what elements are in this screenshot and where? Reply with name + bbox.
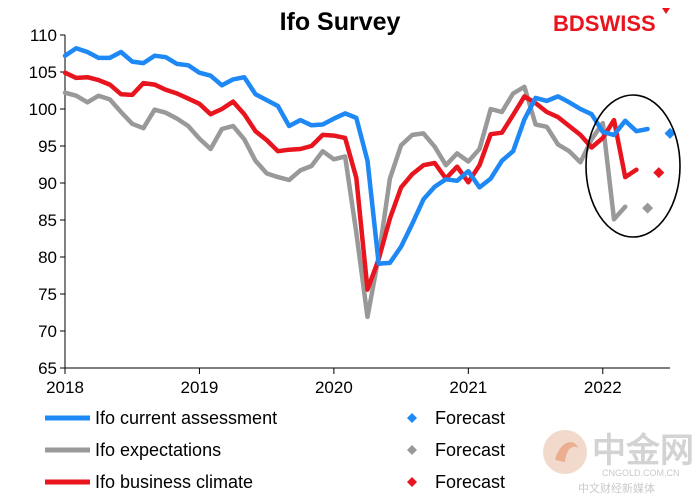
- y-tick-label: 100: [29, 100, 57, 119]
- highlight-ellipse: [585, 94, 681, 238]
- y-tick-label: 95: [38, 137, 57, 156]
- legend-diamond-swatch: [407, 413, 417, 423]
- x-ticks: 2018 2019 2020 2021 2022: [46, 368, 622, 397]
- forecast-marker-0: [664, 127, 676, 139]
- logo-suffix: SWISS: [585, 11, 656, 36]
- legend-forecast-label: Forecast: [435, 440, 505, 460]
- y-tick-label: 65: [38, 359, 57, 378]
- x-tick-label: 2022: [584, 378, 622, 397]
- y-tick-label: 80: [38, 248, 57, 267]
- logo-mark-icon: [662, 8, 670, 14]
- svg-text:BDSWISS: BDSWISS: [553, 11, 656, 36]
- y-tick-label: 75: [38, 285, 57, 304]
- series-line-0: [62, 46, 650, 266]
- legend: Ifo current assessment Forecast Ifo expect…: [45, 408, 505, 492]
- series-lines: [62, 46, 676, 320]
- bdswiss-logo: BDSWISS: [553, 8, 670, 36]
- y-tick-label: 70: [38, 322, 57, 341]
- x-tick-label: 2018: [46, 378, 84, 397]
- legend-label: Ifo business climate: [95, 472, 253, 492]
- legend-label: Ifo expectations: [95, 440, 221, 460]
- cngold-watermark: 中金网 CNGOLD.COM.CN 中文财经新媒体: [543, 430, 694, 495]
- y-tick-label: 85: [38, 211, 57, 230]
- legend-forecast-label: Forecast: [435, 408, 505, 428]
- legend-forecast-label: Forecast: [435, 472, 505, 492]
- logo-prefix: BD: [553, 11, 585, 36]
- legend-label: Ifo current assessment: [95, 408, 277, 428]
- forecast-marker-2: [653, 167, 665, 179]
- series-line-1: [62, 84, 628, 320]
- watermark-url-text: CNGOLD.COM.CN: [602, 468, 680, 478]
- chart-title: Ifo Survey: [280, 8, 401, 36]
- legend-diamond-swatch: [407, 477, 417, 487]
- series-line-2: [62, 70, 639, 292]
- x-tick-label: 2021: [449, 378, 487, 397]
- watermark-sub-text: 中文财经新媒体: [578, 481, 655, 495]
- y-tick-label: 105: [29, 63, 57, 82]
- y-ticks: 65 70 75 80 85 90 95 100 105 110: [29, 26, 65, 378]
- legend-diamond-swatch: [407, 445, 417, 455]
- y-tick-label: 110: [30, 26, 57, 45]
- x-tick-label: 2019: [181, 378, 219, 397]
- forecast-marker-1: [642, 202, 654, 214]
- x-tick-label: 2020: [315, 378, 353, 397]
- watermark-main-text: 中金网: [592, 431, 694, 471]
- y-tick-label: 90: [38, 174, 57, 193]
